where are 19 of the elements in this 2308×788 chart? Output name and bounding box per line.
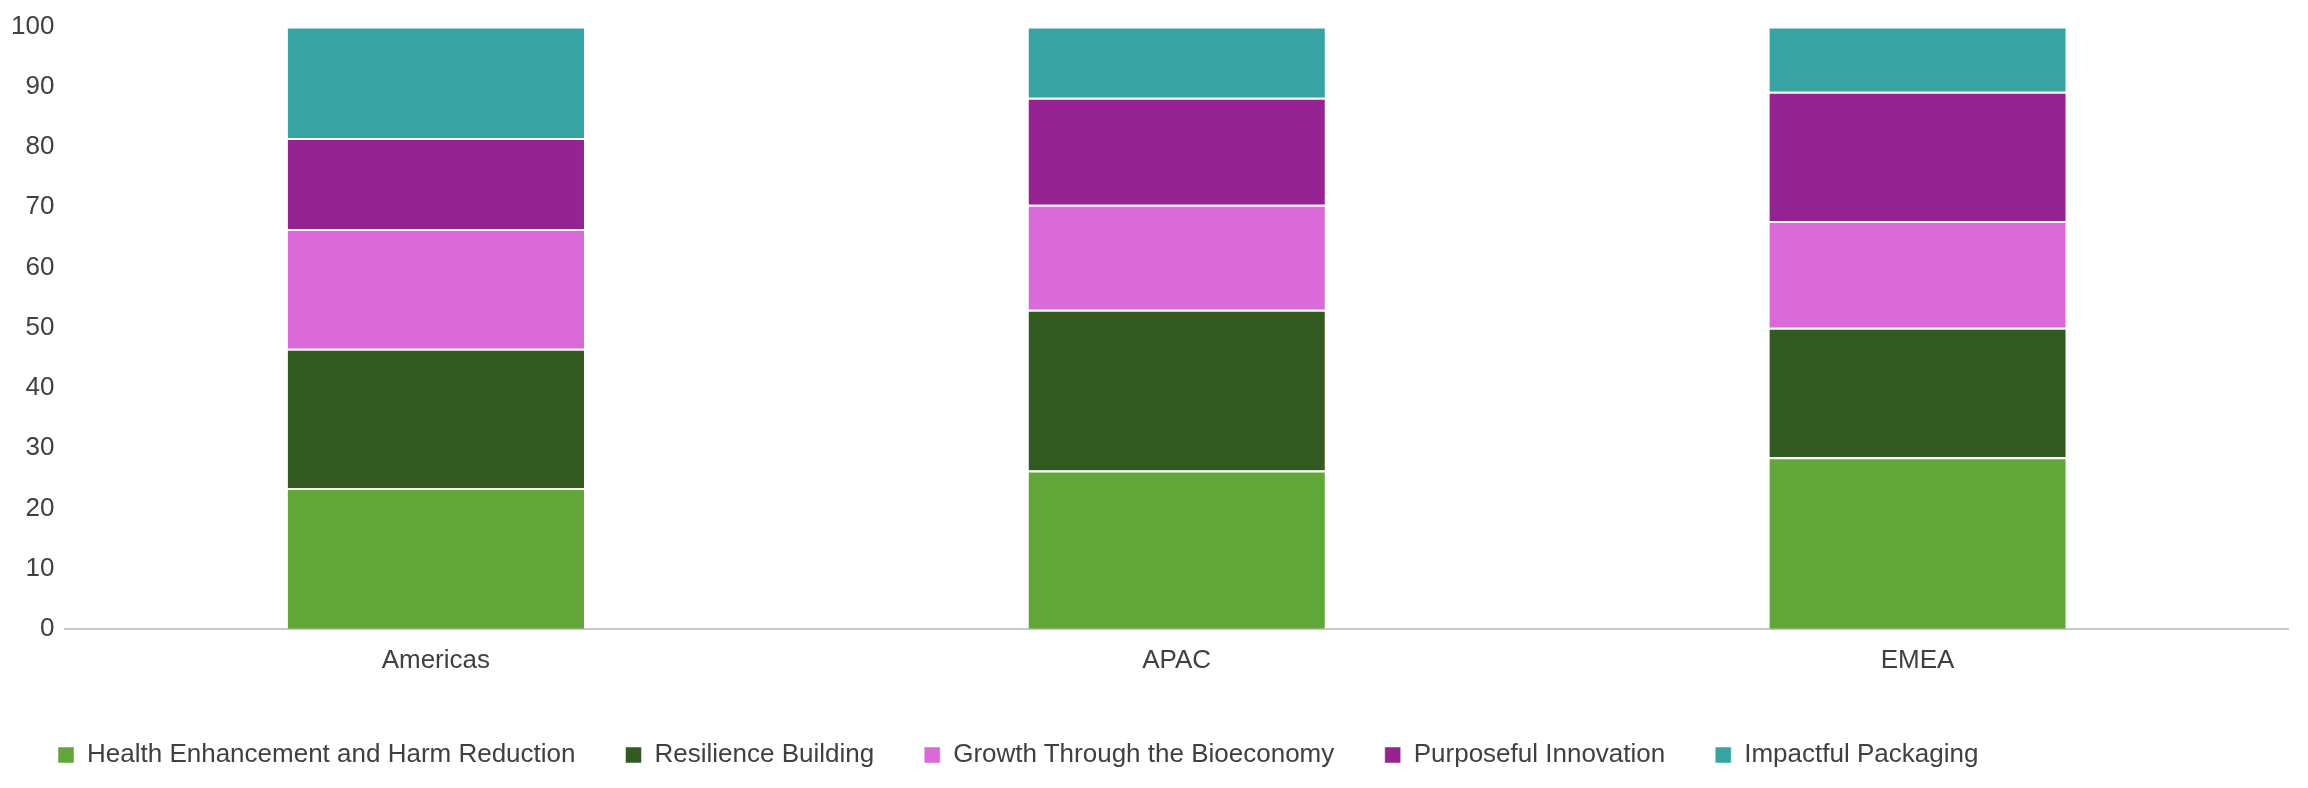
x-tick-label: EMEA [1880, 643, 1956, 674]
legend-label: Purposeful Innovation [1413, 738, 1666, 769]
y-tick-label: 20 [25, 491, 55, 522]
legend-label: Resilience Building [654, 738, 875, 769]
y-tick-label: 100 [10, 9, 55, 40]
y-tick-label: 30 [25, 431, 55, 462]
legend-label: Health Enhancement and Harm Reduction [87, 738, 576, 769]
y-tick-label: 90 [25, 69, 55, 100]
y-tick-label: 50 [25, 310, 55, 341]
x-tick-label: Americas [381, 643, 490, 674]
legend-label: Growth Through the Bioeconomy [953, 738, 1335, 769]
x-tick-label: APAC [1142, 643, 1212, 674]
y-tick-label: 60 [25, 250, 55, 281]
y-tick-label: 10 [25, 551, 55, 582]
legend-label: Impactful Packaging [1744, 738, 1979, 769]
y-tick-label: 70 [25, 190, 55, 221]
y-tick-label: 80 [25, 130, 55, 161]
y-tick-label: 0 [39, 611, 55, 642]
y-tick-label: 40 [25, 371, 55, 402]
